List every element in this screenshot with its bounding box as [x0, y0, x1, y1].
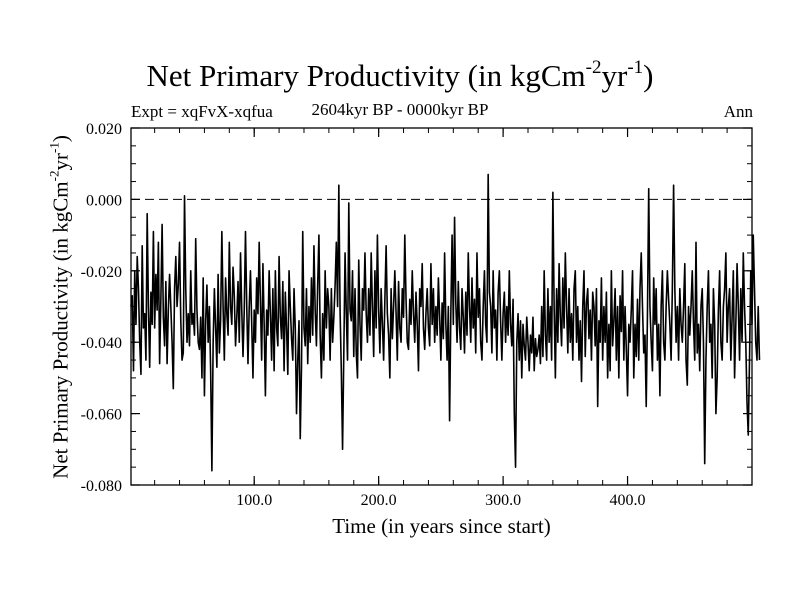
chart-subtitle: 2604kyr BP - 0000kyr BP	[311, 100, 489, 119]
season-label: Ann	[723, 102, 753, 121]
y-tick-label: 0.020	[86, 121, 122, 138]
x-tick-label: 200.0	[361, 492, 397, 509]
y-tick-label: -0.080	[81, 478, 122, 495]
x-tick-label: 100.0	[236, 492, 272, 509]
x-axis-label: Time (in years since start)	[332, 514, 551, 538]
y-tick-label: -0.020	[81, 264, 122, 281]
chart-title: Net Primary Productivity (in kgCm-2yr-1)	[146, 57, 654, 93]
x-tick-label: 300.0	[485, 492, 521, 509]
series-line-0	[130, 173, 761, 472]
experiment-label: Expt = xqFvX-xqfua	[131, 102, 273, 121]
x-tick-label: 400.0	[610, 492, 646, 509]
y-axis-label: Net Primary Productivity (in kgCm-2yr-1)	[46, 135, 73, 479]
y-tick-label: 0.000	[86, 192, 122, 209]
y-tick-label: -0.060	[81, 407, 122, 424]
y-tick-label: -0.040	[81, 335, 122, 352]
